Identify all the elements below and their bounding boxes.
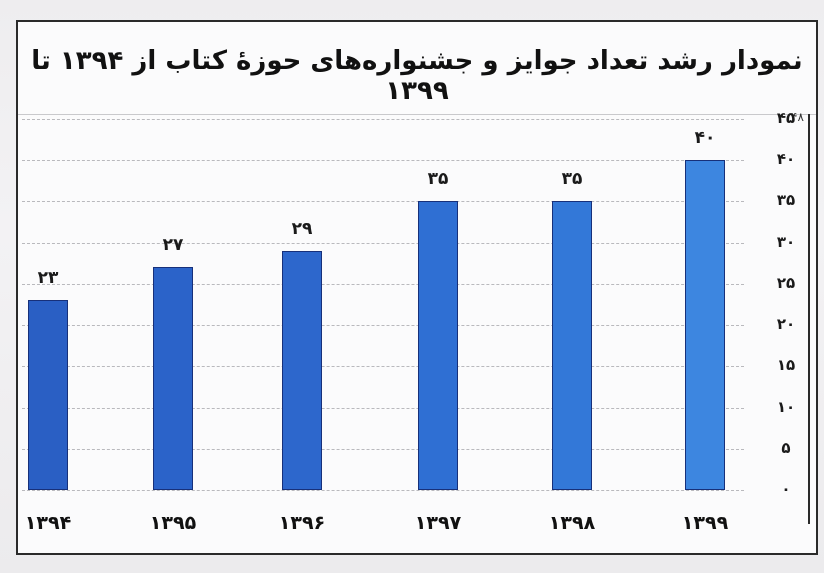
gridline bbox=[22, 201, 744, 203]
bar-1397 bbox=[418, 201, 458, 490]
value-label: ۲۹ bbox=[291, 218, 313, 239]
y-tick-label: ۴۰ bbox=[776, 150, 796, 169]
bar-1398 bbox=[552, 201, 592, 490]
value-label: ۲۳ bbox=[37, 268, 59, 289]
value-label: ۳۵ bbox=[561, 169, 583, 190]
value-label: ۲۷ bbox=[162, 235, 184, 256]
x-tick-label: ۱۳۹۷ bbox=[414, 512, 462, 534]
y-tick-label: ۲۰ bbox=[776, 315, 796, 334]
gridline bbox=[22, 407, 744, 409]
x-tick-label: ۱۳۹۶ bbox=[278, 512, 326, 534]
y-tick-label: ۳۵ bbox=[776, 191, 796, 210]
page-number: ۴۸ bbox=[791, 110, 804, 124]
plot-area: ۲۳ ۲۷ ۲۹ ۳۵ ۳۵ ۴۰ bbox=[22, 22, 744, 557]
title-band: نمودار رشد تعداد جوایز و جشنواره‌های حوز… bbox=[18, 22, 816, 115]
gridline bbox=[22, 160, 744, 162]
y-tick-label: ۱۵ bbox=[776, 356, 796, 375]
y-tick-label: ۱۰ bbox=[776, 397, 796, 416]
y-tick-label: ۴۵ bbox=[776, 109, 796, 127]
y-tick-label: ۳۰ bbox=[776, 232, 796, 251]
bar-1395 bbox=[153, 267, 193, 490]
bar-1396 bbox=[282, 250, 322, 490]
bar-1399 bbox=[685, 160, 725, 490]
gridline bbox=[22, 283, 744, 285]
y-tick-label: ۰ bbox=[781, 480, 791, 498]
y-axis-line bbox=[808, 114, 810, 524]
value-label: ۴۰ bbox=[694, 128, 716, 149]
gridline bbox=[22, 119, 744, 120]
x-tick-label: ۱۳۹۹ bbox=[681, 512, 729, 534]
gridline bbox=[22, 366, 744, 368]
gridline bbox=[22, 325, 744, 327]
y-tick-label: ۵ bbox=[781, 438, 791, 457]
chart-title: نمودار رشد تعداد جوایز و جشنواره‌های حوز… bbox=[31, 46, 803, 106]
x-tick-label: ۱۳۹۵ bbox=[149, 512, 197, 534]
gridline bbox=[22, 242, 744, 244]
value-label: ۳۵ bbox=[427, 169, 449, 190]
x-tick-label: ۱۳۹۸ bbox=[548, 512, 596, 534]
chart-frame: نمودار رشد تعداد جوایز و جشنواره‌های حوز… bbox=[16, 20, 818, 555]
x-tick-label: ۱۳۹۴ bbox=[24, 512, 72, 534]
gridline bbox=[22, 490, 744, 491]
y-tick-label: ۲۵ bbox=[776, 273, 796, 292]
gridline bbox=[22, 448, 744, 450]
bar-1394 bbox=[28, 300, 68, 490]
